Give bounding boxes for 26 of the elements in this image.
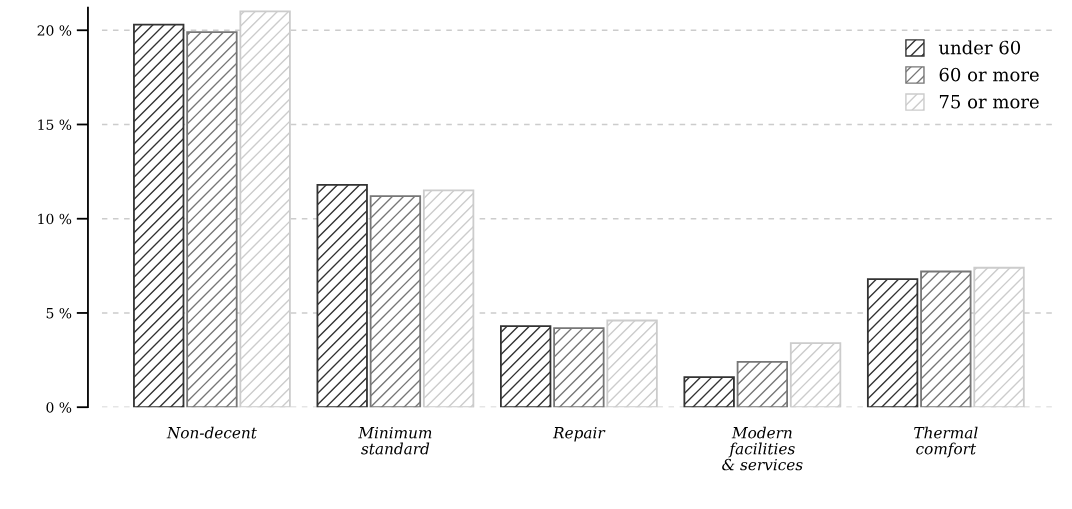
x-tick-label: Modern facilities & services: [722, 426, 803, 471]
y-tick-label: 0 %: [46, 402, 72, 413]
y-tick-label: 10 %: [38, 213, 72, 225]
x-tick-label: Minimum standard: [358, 427, 432, 455]
bar: [789, 342, 842, 408]
bar: [606, 319, 658, 408]
x-tick-label: Thermal comfort: [914, 426, 978, 458]
bar: [499, 325, 552, 408]
bar: [920, 270, 972, 408]
legend-label: 60 or more: [939, 67, 1039, 82]
x-tick-label: Non-decent: [166, 426, 257, 439]
bar: [683, 376, 735, 408]
bar: [866, 278, 919, 408]
legend-label: under 60: [938, 40, 1021, 55]
y-tick-label: 15 %: [38, 119, 72, 130]
bar: [316, 183, 368, 408]
bar: [553, 327, 605, 408]
legend-label: 75 or more: [939, 95, 1039, 109]
y-tick-label: 5 %: [46, 307, 72, 319]
bar: [369, 195, 422, 408]
bar: [186, 31, 238, 408]
bar: [133, 23, 185, 408]
y-tick-label: 20 %: [37, 25, 72, 36]
bar: [422, 189, 475, 408]
bar: [736, 361, 789, 408]
x-tick-label: Repair: [552, 427, 606, 442]
